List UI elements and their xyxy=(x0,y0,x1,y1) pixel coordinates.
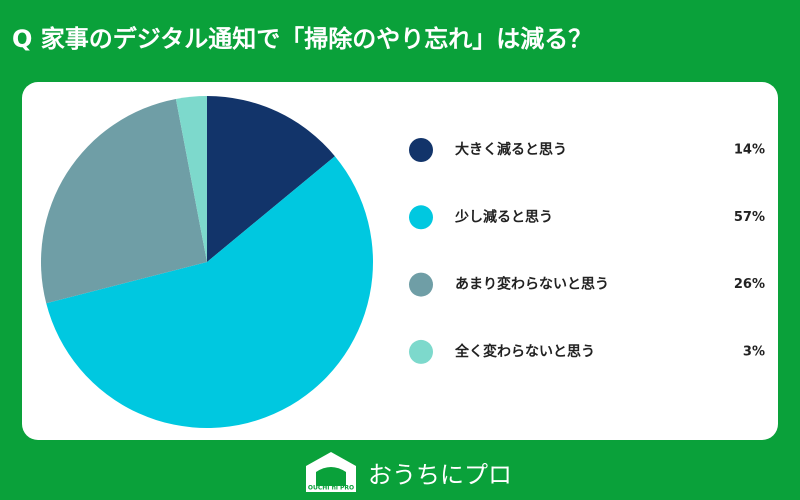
legend-label: 全く変わらないと思う xyxy=(454,343,595,360)
logo-text: おうちにプロ xyxy=(368,461,512,489)
value-label: 26% xyxy=(734,277,765,292)
logo-mark: OUCHI ni PRO xyxy=(308,485,354,492)
legend-marker xyxy=(409,339,433,364)
logo: OUCHI ni PRO おうちにプロ xyxy=(306,452,512,492)
legend-marker xyxy=(409,205,433,230)
legend-marker xyxy=(409,272,433,297)
value-label: 3% xyxy=(743,344,765,359)
pie-slice xyxy=(175,96,207,262)
legend-marker xyxy=(409,138,433,162)
legend-label: 少し減ると思う xyxy=(454,208,553,225)
pie-slice xyxy=(46,156,373,428)
value-label: 14% xyxy=(734,143,765,158)
pie-slice xyxy=(207,96,335,262)
logo-door xyxy=(316,467,346,486)
legend-label: 大きく減ると思う xyxy=(455,141,567,158)
legend-label: あまり変わらないと思う xyxy=(455,276,609,293)
value-label: 57% xyxy=(734,210,765,225)
pie-slice xyxy=(40,98,208,304)
chart-title: Q 家事のデジタル通知で「掃除のやり忘れ」は減る？ xyxy=(12,25,592,53)
